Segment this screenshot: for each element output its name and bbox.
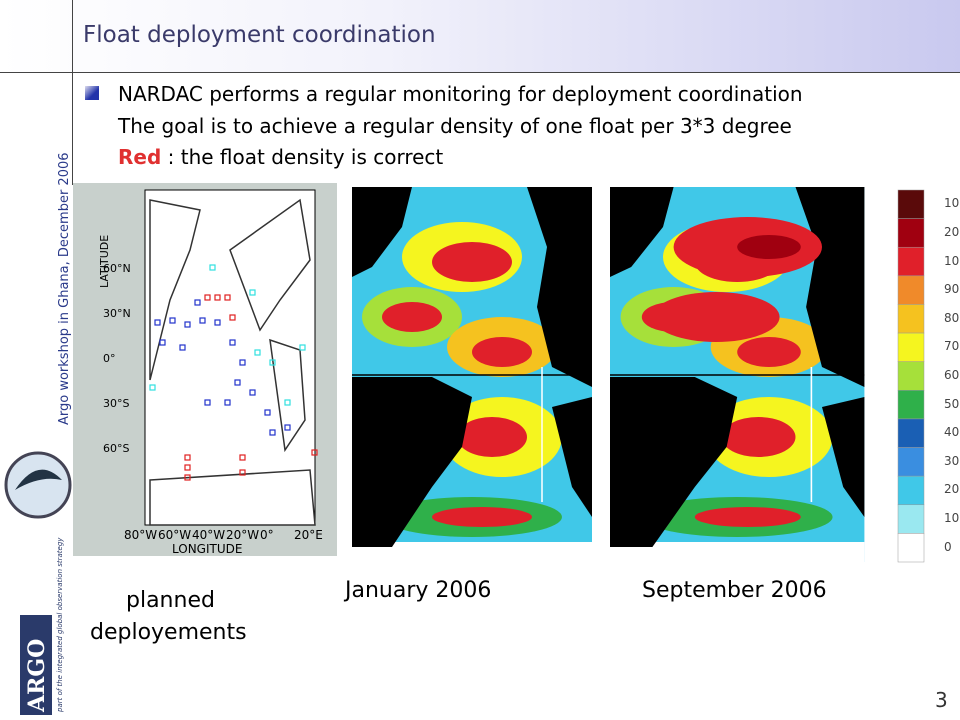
lon-tick-label: 40°W [192, 528, 226, 542]
lat-tick-label: 30°N [103, 307, 131, 320]
coastline [149, 198, 316, 526]
january-density-map [351, 186, 593, 563]
colorbar-label: 80 [944, 310, 960, 325]
bullet-icon [85, 86, 99, 100]
logo-name: ARGO [24, 638, 50, 712]
colorbar-swatch [897, 189, 925, 219]
caption: deployements [90, 620, 247, 645]
colorbar-swatch [897, 447, 925, 477]
bullet-line: The goal is to achieve a regular density… [118, 114, 792, 138]
september-density-map [609, 186, 866, 563]
colorbar-swatch [897, 275, 925, 305]
colorbar-swatch [897, 418, 925, 448]
text: : the float density is correct [161, 145, 444, 169]
colorbar [897, 189, 925, 563]
bullet-line: NARDAC performs a regular monitoring for… [118, 82, 803, 106]
colorbar-label: 1000 [944, 196, 960, 211]
colorbar-swatch [897, 533, 925, 563]
lon-tick-label: 0° [260, 528, 274, 542]
horizontal-rule [0, 72, 960, 73]
caption: planned [126, 588, 215, 613]
lat-tick-label: 30°S [103, 397, 130, 410]
colorbar-swatch [897, 246, 925, 277]
lat-tick-label: 60°N [103, 262, 131, 275]
lat-tick-label: 0° [103, 352, 116, 365]
axis-label: LONGITUDE [172, 542, 243, 556]
header-band [0, 0, 960, 72]
colorbar-swatch [897, 304, 925, 334]
bullet-line: Red : the float density is correct [118, 145, 443, 169]
colorbar-swatch [897, 504, 925, 534]
colorbar-label: 70 [944, 339, 960, 354]
lon-tick-label: 20°W [226, 528, 260, 542]
lon-tick-label: 20°E [294, 528, 323, 542]
colorbar-label: 50 [944, 396, 960, 411]
lon-tick-label: 80°W [124, 528, 158, 542]
colorbar-label: 40 [944, 425, 960, 440]
colorbar-swatch [897, 332, 925, 362]
logo [4, 451, 72, 715]
highlight: Red [118, 145, 162, 169]
page-number: 3 [935, 688, 948, 712]
colorbar-label: 90 [944, 282, 960, 297]
caption: September 2006 [642, 578, 827, 603]
lon-tick-label: 60°W [158, 528, 192, 542]
colorbar-swatch [897, 475, 925, 506]
colorbar-label: 60 [944, 368, 960, 382]
colorbar-label: 20 [944, 482, 960, 497]
colorbar-label: 10 [944, 511, 960, 526]
logo-tagline: part of the integrated global observatio… [56, 537, 64, 712]
colorbar-label: 0 [944, 539, 952, 554]
float-symbols [149, 264, 318, 481]
vertical-rule [72, 0, 73, 185]
colorbar-label: 30 [944, 453, 960, 468]
caption: January 2006 [345, 578, 492, 603]
colorbar-label: 200 [944, 224, 960, 239]
colorbar-swatch [897, 390, 925, 420]
colorbar-label: 100 [944, 253, 960, 268]
lat-tick-label: 60°S [103, 442, 130, 455]
colorbar-swatch [897, 361, 925, 391]
slide-title: Float deployment coordination [83, 22, 436, 48]
colorbar-swatch [897, 218, 925, 248]
